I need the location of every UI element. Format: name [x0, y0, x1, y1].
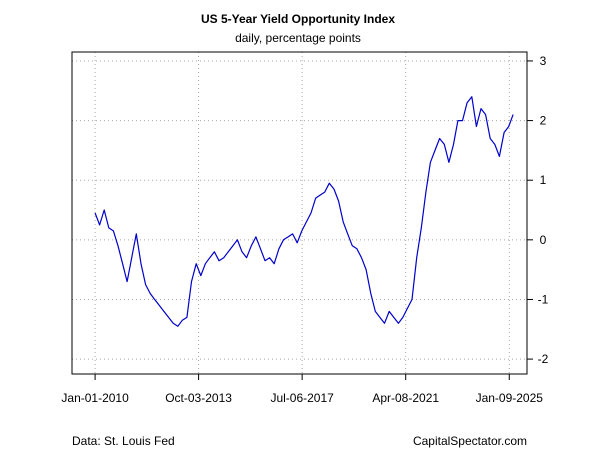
y-tick-label: 3: [540, 54, 547, 68]
source-note: Data: St. Louis Fed: [72, 434, 175, 448]
x-tick-label: Oct-03-2013: [165, 391, 232, 405]
chart-subtitle: daily, percentage points: [235, 31, 361, 45]
y-axis: -2 -1 0 1 2 3: [527, 54, 549, 366]
y-tick-label: -2: [538, 352, 549, 366]
x-axis: Jan-01-2010 Oct-03-2013 Jul-06-2017 Apr-08-…: [61, 374, 543, 405]
plot-frame: [71, 51, 528, 375]
x-tick-label: Apr-08-2021: [372, 391, 439, 405]
x-tick-label: Jan-01-2010: [61, 391, 129, 405]
y-tick-label: 0: [540, 233, 547, 247]
series-line: [94, 96, 514, 327]
site-credit: CapitalSpectator.com: [413, 434, 527, 448]
y-tick-label: -1: [538, 292, 549, 306]
grid-lines: [72, 52, 527, 374]
x-tick-label: Jan-09-2025: [476, 391, 544, 405]
x-tick-label: Jul-06-2017: [270, 391, 334, 405]
series-layer: [94, 96, 514, 327]
chart-title: US 5-Year Yield Opportunity Index: [201, 12, 395, 26]
y-tick-label: 1: [540, 173, 547, 187]
y-tick-label: 2: [540, 114, 547, 128]
